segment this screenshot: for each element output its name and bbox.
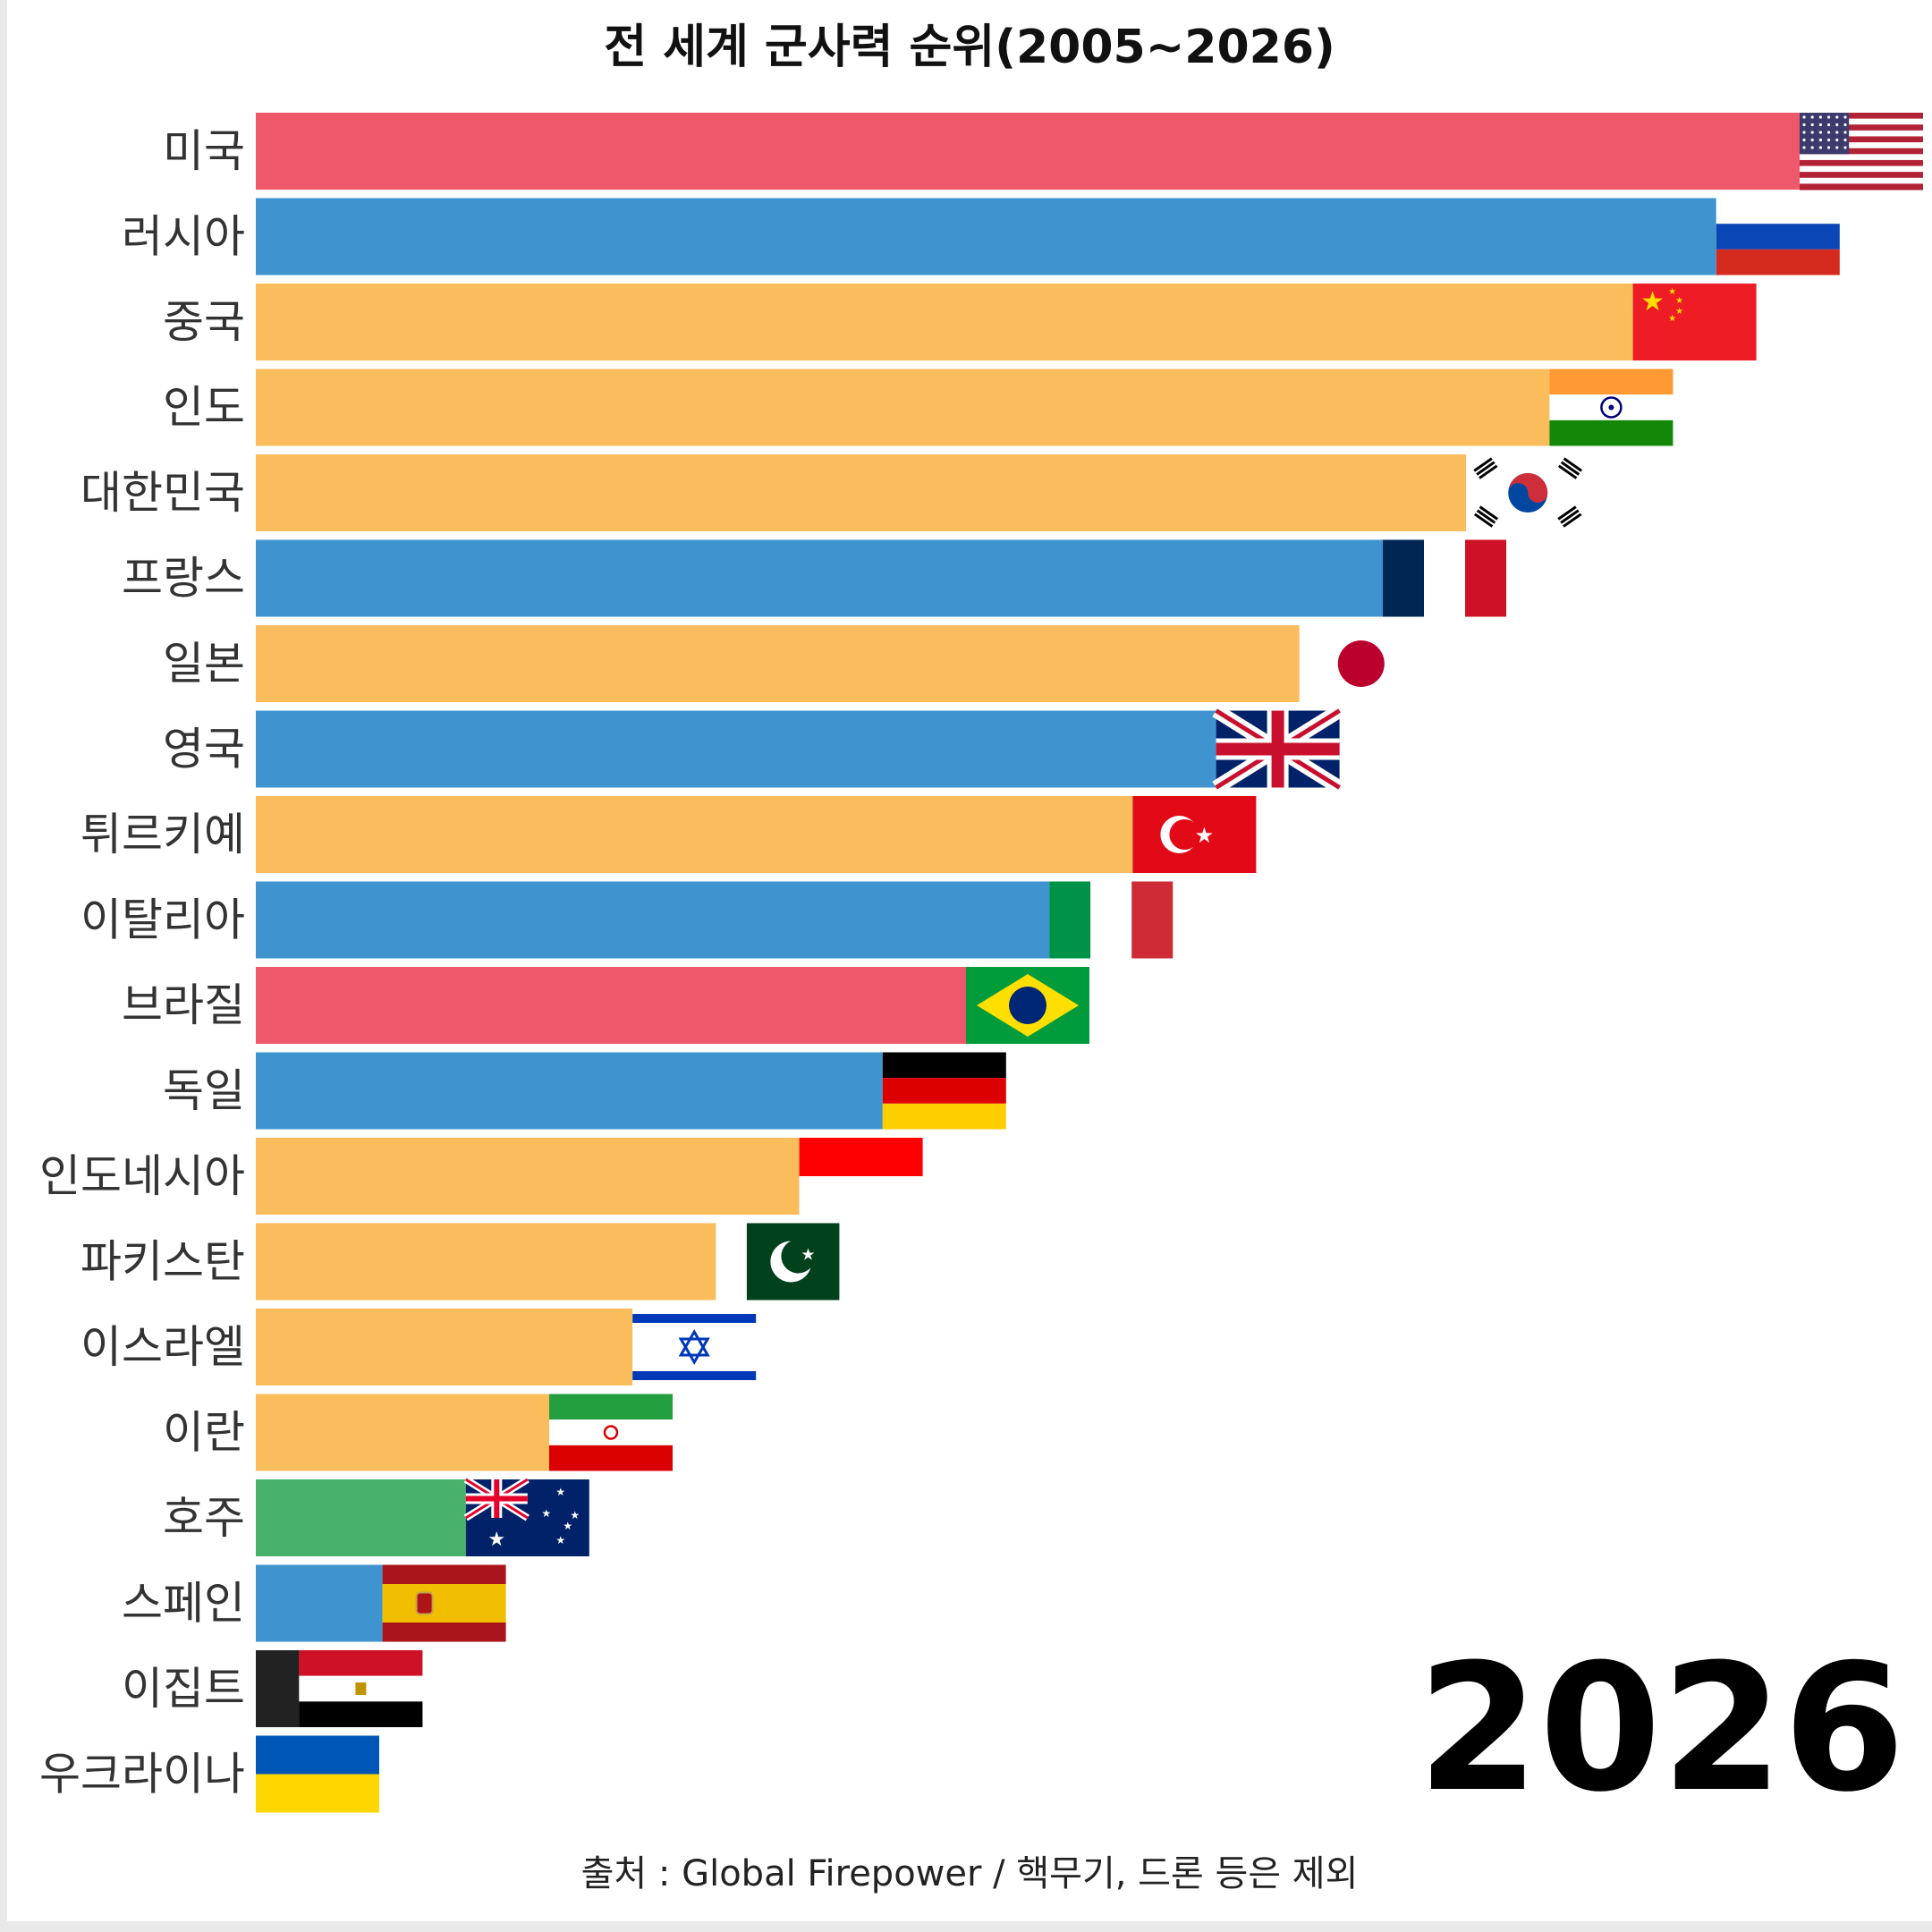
germany-flag-icon	[882, 1052, 1006, 1130]
bar	[256, 710, 1216, 788]
category-label: 영국	[163, 724, 245, 775]
source-note: 출처 : Global Firepower / 핵무기, 드론 등은 제외	[581, 1853, 1359, 1894]
pakistan-flag-icon: ★	[716, 1223, 840, 1301]
us-flag-icon	[1800, 113, 1923, 191]
india-flag-icon	[1549, 369, 1674, 446]
bar	[256, 1479, 466, 1556]
category-label: 스페인	[122, 1578, 245, 1630]
bar	[256, 881, 1050, 959]
category-label: 인도네시아	[39, 1150, 245, 1202]
uk-flag-icon	[1212, 704, 1343, 794]
bar	[256, 369, 1550, 446]
category-label: 튀르키예	[80, 809, 245, 860]
bar	[256, 1138, 800, 1215]
france-flag-icon	[1383, 539, 1506, 617]
category-label: 러시아	[122, 211, 245, 263]
category-label: 미국	[163, 125, 245, 177]
bar	[256, 454, 1467, 531]
bar	[256, 1650, 300, 1727]
svg-text:★: ★	[1668, 314, 1676, 324]
bar	[256, 1052, 883, 1130]
bar	[256, 796, 1133, 873]
svg-text:★: ★	[563, 1520, 572, 1532]
category-label: 대한민국	[80, 467, 245, 519]
svg-text:★: ★	[801, 1246, 815, 1265]
category-label: 파키스탄	[80, 1236, 245, 1288]
category-label: 프랑스	[122, 553, 245, 605]
bar	[256, 967, 966, 1044]
category-label: 이집트	[122, 1663, 245, 1715]
bar	[256, 539, 1383, 617]
category-label: 우크라이나	[39, 1749, 245, 1801]
bar	[256, 1309, 633, 1385]
bar	[256, 1223, 716, 1301]
bar	[256, 284, 1633, 360]
category-label: 인도	[163, 382, 245, 434]
svg-text:★: ★	[1195, 823, 1215, 848]
iran-flag-icon	[549, 1394, 673, 1471]
svg-text:★: ★	[541, 1507, 551, 1520]
bar	[256, 1564, 383, 1642]
brazil-flag-icon	[966, 967, 1089, 1044]
svg-text:★: ★	[1668, 287, 1676, 297]
china-flag-icon: ★ ★★★★	[1632, 284, 1757, 360]
indonesia-flag-icon	[799, 1138, 923, 1215]
category-label: 일본	[163, 638, 245, 690]
israel-flag-icon	[632, 1309, 757, 1385]
svg-text:★: ★	[570, 1509, 580, 1521]
bar	[256, 198, 1716, 275]
category-label: 이스라엘	[80, 1321, 245, 1373]
bar	[256, 113, 1800, 190]
category-label: 이탈리아	[80, 894, 245, 946]
bar	[256, 625, 1300, 702]
category-label: 중국	[163, 296, 245, 348]
chart-title: 전 세계 군사력 순위(2005~2026)	[604, 21, 1335, 74]
spain-flag-icon	[382, 1564, 506, 1642]
russia-flag-icon	[1716, 198, 1840, 275]
japan-flag-icon	[1299, 625, 1423, 702]
category-label: 호주	[163, 1492, 245, 1544]
year-label: 2026	[1417, 1627, 1905, 1831]
ukraine-flag-icon	[256, 1735, 379, 1813]
svg-text:★: ★	[1640, 286, 1665, 318]
korea-flag-icon	[1466, 454, 1590, 531]
svg-text:★: ★	[1675, 296, 1683, 306]
category-label: 독일	[163, 1065, 245, 1117]
bar	[256, 1394, 549, 1471]
australia-flag-icon: ★★★ ★★★	[463, 1476, 589, 1556]
italy-flag-icon	[1049, 881, 1174, 959]
svg-text:★: ★	[555, 1486, 565, 1498]
chart-frame: 전 세계 군사력 순위(2005~2026) 미국 러시아 중국 ★ ★ ★ ★ ★ 인도 대한민…	[7, 0, 1932, 1921]
category-label: 브라질	[122, 979, 245, 1031]
turkey-flag-icon: ★	[1132, 796, 1257, 873]
category-label: 이란	[163, 1407, 245, 1459]
egypt-flag-icon	[299, 1650, 423, 1727]
svg-text:★: ★	[1675, 307, 1683, 317]
svg-text:★: ★	[487, 1529, 505, 1551]
svg-text:★: ★	[555, 1534, 565, 1546]
